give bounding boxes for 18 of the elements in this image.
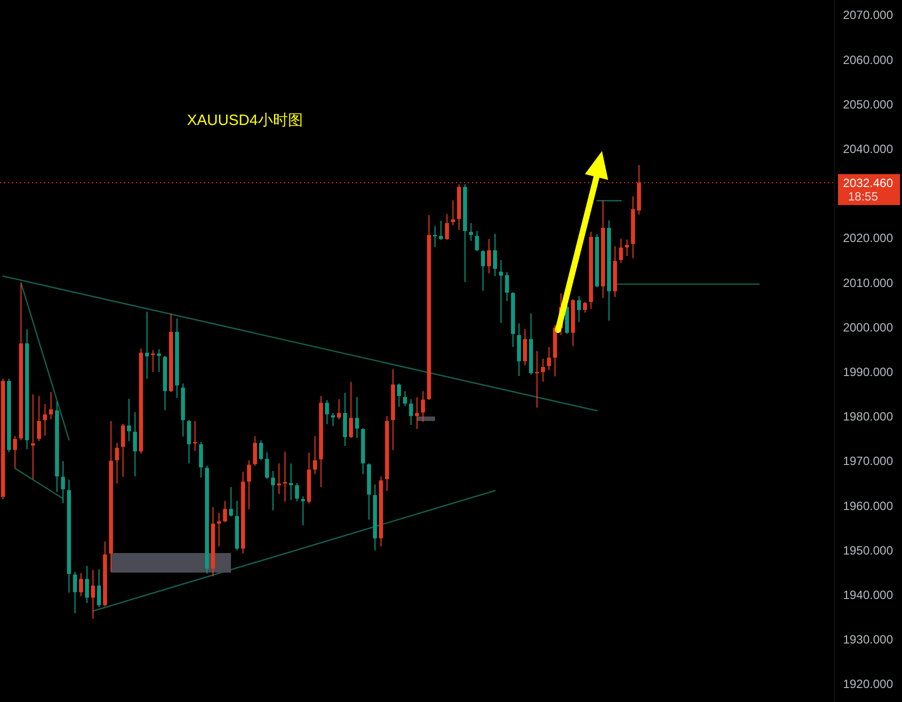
y-tick-label: 2040.000 [842, 142, 894, 156]
y-tick-label: 2060.000 [842, 52, 894, 67]
y-tick-label: 1970.000 [842, 454, 894, 468]
y-tick-label: 1960.000 [842, 498, 894, 513]
text: 18:55 [848, 190, 878, 204]
y-tick-label: 2070.000 [842, 8, 894, 22]
y-tick-label: 1990.000 [842, 364, 894, 379]
y-tick-label: 1980.000 [842, 410, 894, 424]
y-tick-label: 1920.000 [842, 677, 894, 692]
y-tick-label: 1940.000 [842, 588, 894, 602]
ref-line-label: 2032.460 [842, 176, 894, 190]
y-tick-label: 1930.000 [842, 632, 894, 647]
y-tick-label: 2000.000 [842, 320, 894, 334]
y-tick-label: 2050.000 [842, 97, 894, 112]
y-tick-label: 1950.000 [842, 543, 894, 558]
y-tick-label: 2020.000 [842, 231, 894, 246]
text: XAUUSD4小时图 [187, 112, 303, 128]
y-tick-label: 2010.000 [842, 276, 894, 290]
